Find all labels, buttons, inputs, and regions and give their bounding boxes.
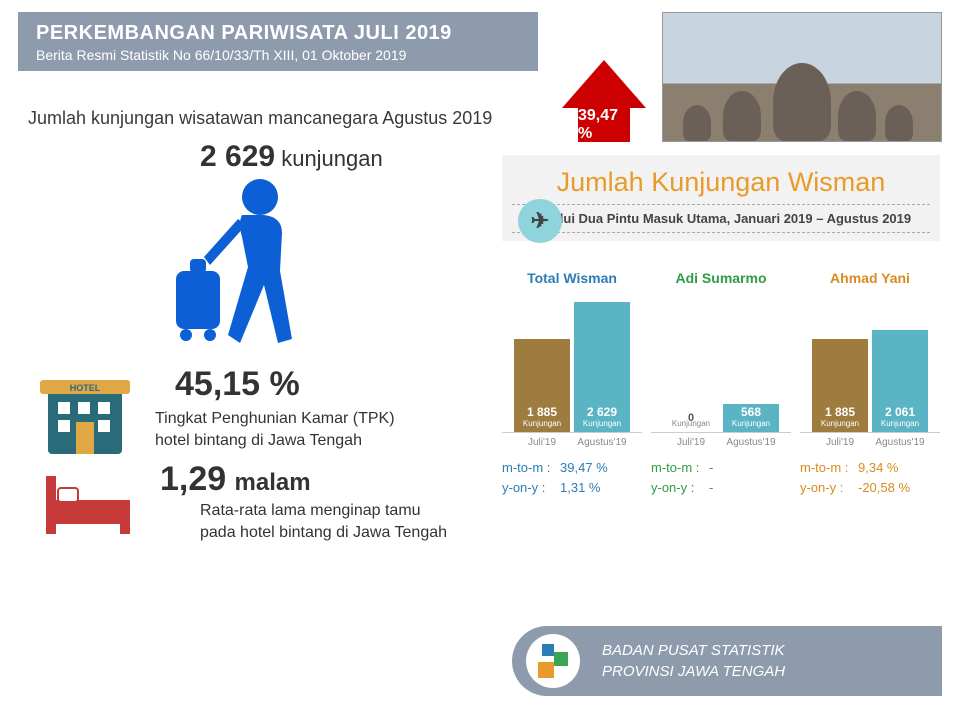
visit-count: 2 629 kunjungan xyxy=(200,140,383,174)
footer-bar: BADAN PUSAT STATISTIK PROVINSI JAWA TENG… xyxy=(512,626,942,696)
bar: 0Kunjungan xyxy=(663,428,719,432)
visit-number: 2 629 xyxy=(200,140,275,173)
visit-word: kunjungan xyxy=(281,146,383,171)
chart-title: Adi Sumarmo xyxy=(651,270,791,288)
page-subtitle: Berita Resmi Statistik No 66/10/33/Th XI… xyxy=(36,47,520,63)
airplane-icon: ✈ xyxy=(518,199,562,243)
chart-title: Ahmad Yani xyxy=(800,270,940,288)
chart-metrics: m-to-m :39,47 %y-on-y :1,31 % xyxy=(502,458,642,497)
stay-value: 1,29 malam xyxy=(160,460,311,499)
footer-line1: BADAN PUSAT STATISTIK xyxy=(602,640,785,661)
panel-title: Jumlah Kunjungan Wisman xyxy=(512,167,930,198)
hotel-icon: HOTEL xyxy=(40,380,130,462)
chart-adi-sumarmo: Adi Sumarmo0Kunjungan568KunjunganJuli'19… xyxy=(651,270,791,497)
chart-ahmad-yani: Ahmad Yani1 885Kunjungan2 061KunjunganJu… xyxy=(800,270,940,497)
bed-icon xyxy=(40,470,136,542)
tpk-text: Tingkat Penghunian Kamar (TPK) hotel bin… xyxy=(155,408,395,451)
borobudur-photo xyxy=(662,12,942,142)
chart-group: Total Wisman1 885Kunjungan2 629Kunjungan… xyxy=(502,270,940,497)
traveler-icon xyxy=(160,175,330,365)
chart-total-wisman: Total Wisman 1 885Kunjungan2 629Kunjungan… xyxy=(502,270,642,497)
panel-subtitle: ✈ Melalui Dua Pintu Masuk Utama, Januari… xyxy=(512,204,930,233)
chart-title: Total Wisman xyxy=(502,270,642,288)
chart-metrics: m-to-m :-y-on-y :- xyxy=(651,458,791,497)
footer-line2: PROVINSI JAWA TENGAH xyxy=(602,661,785,682)
page-title: PERKEMBANGAN PARIWISATA JULI 2019 xyxy=(36,22,520,45)
up-arrow-icon xyxy=(562,60,646,108)
bar: 2 629Kunjungan xyxy=(574,302,630,432)
chart-metrics: m-to-m :9,34 %y-on-y :-20,58 % xyxy=(800,458,940,497)
stay-text: Rata-rata lama menginap tamu pada hotel … xyxy=(200,500,447,543)
svg-text:HOTEL: HOTEL xyxy=(70,383,101,393)
bar: 1 885Kunjungan xyxy=(514,339,570,432)
bar: 568Kunjungan xyxy=(723,404,779,432)
bps-logo-icon xyxy=(524,632,582,690)
intro-text: Jumlah kunjungan wisatawan mancanegara A… xyxy=(28,108,492,129)
tpk-percent: 45,15 % xyxy=(175,365,300,404)
bar: 2 061Kunjungan xyxy=(872,330,928,432)
arrow-percent: 39,47 % xyxy=(578,108,630,142)
header-bar: PERKEMBANGAN PARIWISATA JULI 2019 Berita… xyxy=(18,12,538,71)
right-panel-header: Jumlah Kunjungan Wisman ✈ Melalui Dua Pi… xyxy=(502,155,940,241)
bar: 1 885Kunjungan xyxy=(812,339,868,432)
